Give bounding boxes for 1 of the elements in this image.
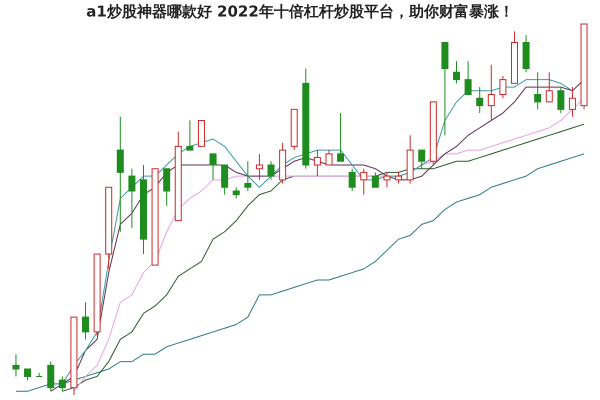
chart-title: a1炒股神器哪款好 2022年十倍杠杆炒股平台，助你财富暴涨！ <box>86 2 514 20</box>
